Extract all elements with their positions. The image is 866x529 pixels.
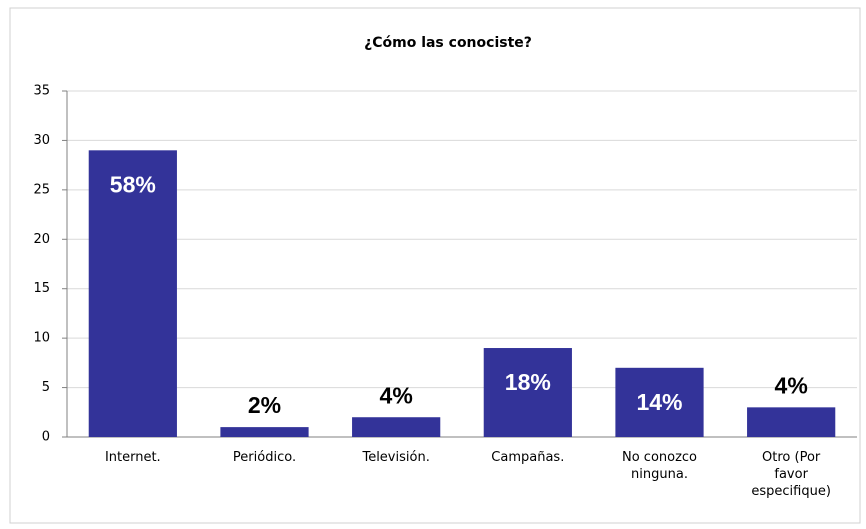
y-tick-label: 5 xyxy=(42,380,50,395)
x-tick-label: No conozco ninguna. xyxy=(621,450,698,482)
y-tick-label: 0 xyxy=(42,430,50,445)
y-tick-label: 30 xyxy=(33,133,50,148)
x-tick-label-box: Campañas. xyxy=(491,450,565,465)
bar xyxy=(747,407,836,437)
value-label: 2% xyxy=(248,392,281,418)
value-label: 58% xyxy=(110,171,156,197)
bar xyxy=(352,417,441,437)
x-tick-label-box: Otro (Por favor especifique) xyxy=(751,450,831,499)
bar xyxy=(88,150,177,438)
value-label: 4% xyxy=(380,382,413,408)
y-tick-label: 15 xyxy=(33,281,50,296)
x-tick-label-box: Periódico. xyxy=(232,450,297,465)
value-label: 4% xyxy=(775,372,808,398)
x-tick-label-box: No conozco ninguna. xyxy=(621,450,698,482)
bar xyxy=(615,367,704,437)
x-tick-label: Televisión. xyxy=(362,450,430,465)
x-tick-label: Periódico. xyxy=(232,450,297,465)
x-tick-label-box: Internet. xyxy=(104,450,161,465)
x-tick-label: Internet. xyxy=(104,450,161,465)
value-label: 18% xyxy=(505,369,551,395)
y-tick-label: 25 xyxy=(33,182,50,197)
x-tick-label-box: Televisión. xyxy=(362,450,430,465)
bar xyxy=(483,348,572,437)
chart-title: ¿Cómo las conociste? xyxy=(364,35,532,51)
value-label: 14% xyxy=(636,389,682,415)
y-tick-label: 20 xyxy=(33,232,50,247)
y-tick-label: 10 xyxy=(33,331,50,346)
bar xyxy=(220,427,309,437)
y-tick-label: 35 xyxy=(33,84,50,99)
x-tick-label: Otro (Por favor especifique) xyxy=(751,450,831,499)
x-tick-label: Campañas. xyxy=(491,450,565,465)
